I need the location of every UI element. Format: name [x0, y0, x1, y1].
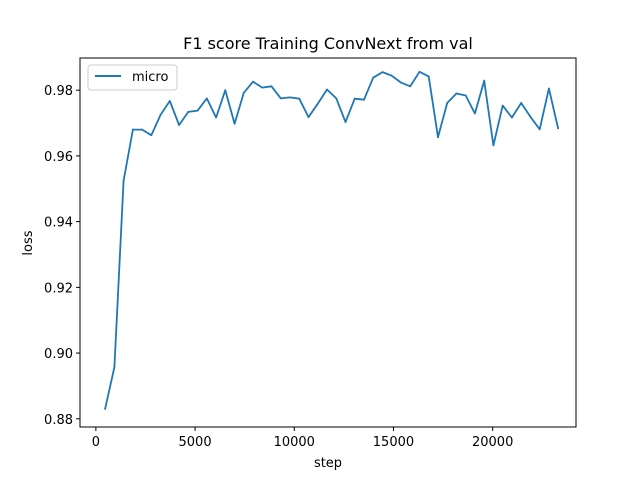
- data-point: [242, 91, 245, 94]
- data-point: [344, 121, 347, 123]
- data-point: [187, 111, 190, 113]
- data-point: [437, 136, 439, 139]
- data-point: [159, 113, 162, 116]
- data-point: [474, 112, 476, 115]
- x-axis-label: step: [314, 456, 342, 471]
- data-point: [233, 122, 236, 125]
- data-point: [326, 88, 328, 91]
- y-tick-label: 0.94: [44, 216, 73, 231]
- data-point: [132, 128, 134, 131]
- data-point: [196, 109, 199, 112]
- data-point: [538, 128, 541, 131]
- data-point: [316, 102, 319, 105]
- data-point: [418, 70, 421, 73]
- x-tick-label: 10000: [274, 435, 315, 450]
- data-point: [511, 116, 513, 119]
- data-point: [168, 100, 171, 102]
- x-axis: 0 5000 10000 15000 20000: [92, 427, 513, 450]
- data-point: [427, 75, 430, 78]
- x-tick-label: 15000: [373, 435, 414, 450]
- data-point: [483, 79, 486, 82]
- data-point: [279, 97, 282, 100]
- data-point: [409, 85, 412, 88]
- data-point: [335, 97, 338, 100]
- data-point: [261, 86, 264, 89]
- data-point: [363, 98, 365, 101]
- y-tick-label: 0.92: [44, 281, 73, 296]
- legend: micro: [87, 64, 178, 91]
- chart-title: F1 score Training ConvNext from val: [183, 34, 473, 53]
- data-point: [178, 124, 181, 126]
- data-point: [464, 94, 467, 97]
- data-point: [557, 127, 559, 130]
- axes-frame: [79, 57, 577, 428]
- data-point: [400, 81, 402, 84]
- data-point: [122, 179, 125, 182]
- series-line-micro: [104, 70, 559, 410]
- y-tick-label: 0.98: [44, 84, 73, 99]
- data-point: [492, 144, 495, 147]
- data-point: [205, 97, 208, 100]
- data-point: [215, 116, 218, 119]
- data-point: [529, 115, 532, 118]
- data-point: [150, 134, 153, 137]
- data-point: [104, 408, 106, 410]
- data-point: [446, 102, 449, 104]
- plot-area: [79, 57, 577, 428]
- data-point: [270, 85, 273, 88]
- data-point: [520, 102, 523, 104]
- x-tick-label: 0: [92, 435, 100, 450]
- data-point: [252, 80, 254, 83]
- data-point: [289, 96, 291, 99]
- data-point: [455, 92, 458, 95]
- data-point: [307, 116, 310, 118]
- y-tick-label: 0.90: [44, 347, 73, 362]
- x-tick-label: 5000: [179, 435, 212, 450]
- data-point: [372, 76, 375, 79]
- data-point: [298, 97, 301, 100]
- data-point: [381, 71, 384, 73]
- series-layer: [104, 70, 559, 410]
- legend-label-micro: micro: [132, 70, 168, 85]
- data-point: [113, 366, 116, 369]
- data-point: [141, 128, 144, 131]
- y-tick-label: 0.96: [44, 150, 73, 165]
- data-point: [501, 104, 504, 107]
- y-tick-label: 0.88: [44, 413, 73, 428]
- data-point: [224, 89, 227, 92]
- y-axis-label: loss: [21, 230, 36, 255]
- data-point: [353, 97, 356, 100]
- y-axis: 0.88 0.90 0.92 0.94 0.96 0.98: [44, 84, 80, 428]
- data-point: [548, 87, 550, 90]
- x-tick-label: 20000: [472, 435, 513, 450]
- data-point: [390, 74, 393, 77]
- legend-box: [87, 64, 178, 91]
